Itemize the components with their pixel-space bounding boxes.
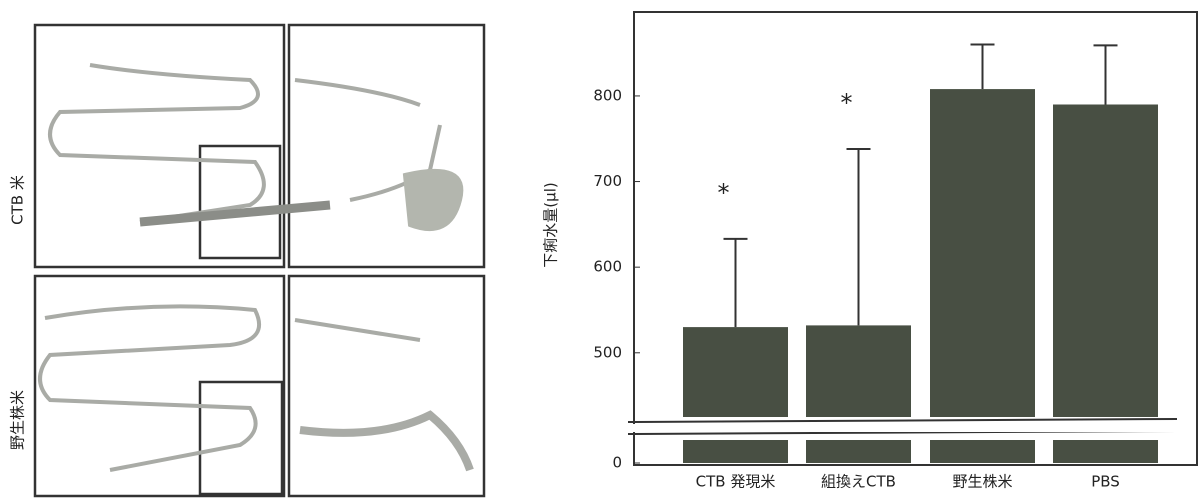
bar-base xyxy=(806,440,911,463)
inset-box xyxy=(200,382,282,494)
intestine xyxy=(295,320,420,340)
figure: CTB 米 野生株米 下痢水量(μl) 0 500 600 700 800 * CTB 発現… xyxy=(0,0,1201,499)
y-tick-label: 700 xyxy=(593,172,622,190)
intestine xyxy=(50,65,264,222)
y-tick-label: 0 xyxy=(612,454,622,472)
bar-base xyxy=(683,440,788,463)
y-tick-label: 600 xyxy=(593,258,622,276)
x-tick-label: PBS xyxy=(1091,473,1120,491)
intestine xyxy=(300,415,470,470)
bar-base xyxy=(930,440,1035,463)
panel-frame xyxy=(289,25,484,267)
panel-label: CTB 米 xyxy=(9,175,27,225)
intestine xyxy=(405,171,461,229)
intestine xyxy=(40,306,259,470)
y-tick-label: 500 xyxy=(593,343,622,361)
bar xyxy=(683,327,788,417)
bar-base xyxy=(1053,440,1158,463)
significance: * xyxy=(841,89,853,117)
x-tick-label: 組換えCTB xyxy=(821,473,896,491)
y-tick-label: 800 xyxy=(593,86,622,104)
bar xyxy=(1053,104,1158,417)
bar xyxy=(930,89,1035,417)
significance: * xyxy=(718,179,730,207)
panel-frame xyxy=(289,276,484,496)
axis-break-gap xyxy=(628,424,1177,432)
bar xyxy=(806,325,911,417)
x-tick-label: CTB 発現米 xyxy=(696,473,776,491)
page: {"panels": [{"label": "CTB 米"}, {"label"… xyxy=(0,0,1201,503)
axis-break xyxy=(628,419,1177,422)
x-tick-label: 野生株米 xyxy=(952,473,1012,491)
panel-label: 野生株米 xyxy=(9,390,27,450)
y-axis-label: 下痢水量(μl) xyxy=(542,182,560,267)
